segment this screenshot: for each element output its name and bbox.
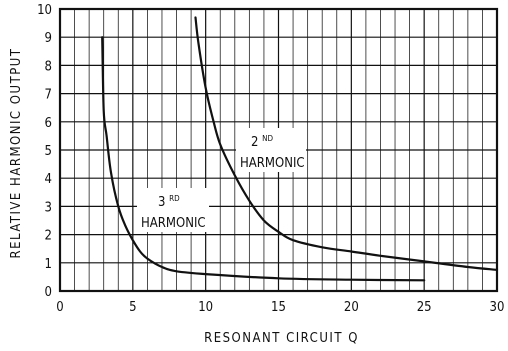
y-tick-label: 3 — [45, 200, 52, 215]
x-tick-label: 0 — [56, 300, 63, 315]
y-tick-label: 10 — [37, 3, 52, 18]
series-line-3rd-harmonic — [101, 36, 426, 282]
plot-frame — [58, 7, 499, 293]
x-tick-label: 10 — [198, 300, 213, 315]
y-tick-label: 6 — [45, 116, 52, 131]
x-tick-label: 25 — [417, 300, 432, 315]
y-tick-label: 0 — [45, 285, 52, 300]
x-tick-label: 15 — [271, 300, 286, 315]
x-axis-title: RESONANT CIRCUIT Q — [204, 331, 359, 346]
series-label-harmonic: HARMONIC — [240, 156, 305, 171]
y-tick-label: 1 — [45, 257, 52, 272]
y-tick-label: 5 — [45, 144, 52, 159]
series-curves — [101, 16, 499, 282]
y-tick-label: 4 — [45, 172, 52, 187]
y-tick-label: 2 — [45, 229, 52, 244]
y-tick-label: 7 — [45, 88, 52, 103]
series-label-background — [236, 128, 306, 172]
x-tick-label: 30 — [490, 300, 505, 315]
x-axis-ticks: 0 5 10 15 20 25 30 — [56, 300, 504, 315]
y-tick-label: 8 — [45, 59, 52, 74]
x-tick-label: 20 — [344, 300, 359, 315]
y-tick-label: 9 — [45, 31, 52, 46]
series-line-2nd-harmonic — [194, 16, 499, 271]
series-label-background — [137, 188, 209, 232]
series-label-ordinal: RD — [169, 194, 180, 203]
x-tick-label: 5 — [129, 300, 136, 315]
y-axis-ticks: 0 1 2 3 4 5 6 7 8 9 10 — [37, 3, 52, 300]
y-axis-title: RELATIVE HARMONIC OUTPUT — [9, 48, 24, 259]
series-label-harmonic: HARMONIC — [141, 216, 206, 231]
series-label-ordinal: ND — [262, 134, 273, 143]
